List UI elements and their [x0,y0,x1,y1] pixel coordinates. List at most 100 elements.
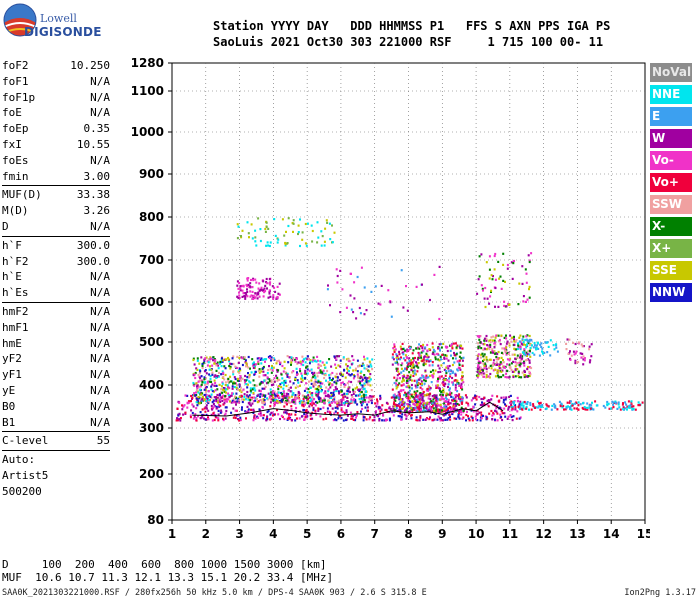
echo-point [328,382,331,385]
echo-point [519,416,522,419]
echo-point [336,379,339,382]
echo-point [227,358,230,361]
echo-point [267,392,270,395]
echo-point [211,390,214,393]
echo-point [210,404,213,408]
echo-point [629,404,632,407]
echo-point [426,409,429,412]
echo-point [352,311,355,314]
echo-point [524,344,527,347]
echo-point [266,397,268,400]
echo-point [482,348,485,351]
echo-point [461,402,463,405]
echo-point [363,383,366,387]
echo-point [358,306,361,310]
echo-point [195,397,198,400]
echo-point [534,406,537,409]
echo-point [395,404,398,407]
echo-point [305,408,308,412]
echo-point [416,406,419,409]
echo-point [205,399,207,402]
echo-point [448,380,451,383]
echo-point [411,410,414,413]
echo-point [502,374,505,377]
echo-point [341,288,344,291]
echo-point [276,400,279,403]
echo-point [371,419,374,422]
echo-point [398,408,401,411]
echo-point [228,386,231,390]
echo-point [462,409,465,412]
echo-point [491,350,494,353]
echo-point [268,365,270,368]
echo-point [334,406,337,409]
echo-point [392,408,395,411]
echo-point [252,419,255,422]
echo-point [508,363,511,366]
echo-point [304,357,307,360]
echo-point [430,381,433,384]
legend-item-voplus: Vo+ [650,173,692,192]
echo-point [328,358,331,361]
echo-point [522,341,525,344]
echo-point [250,223,253,226]
echo-point [448,377,450,380]
echo-point [302,363,305,367]
echo-point [411,408,414,411]
echo-point [466,410,468,413]
echo-point [246,221,249,224]
echo-point [281,364,284,368]
param-row-hmf2: hmF2 N/A [2,304,110,320]
echo-point [238,371,241,375]
echo-point [409,364,412,367]
echo-point [402,306,405,309]
echo-point [217,397,220,400]
echo-point [294,398,297,401]
echo-point [506,263,509,267]
param-value: N/A [90,352,110,366]
echo-point [484,363,487,366]
echo-point [298,417,301,420]
echo-point [476,413,479,416]
echo-point [577,341,580,344]
echo-point [528,296,531,299]
echo-point [303,389,306,392]
echo-point [266,282,269,285]
echo-point [350,373,353,376]
echo-point [398,382,401,385]
echo-point [220,409,223,412]
echo-point [408,392,411,395]
echo-point [346,414,349,417]
echo-point [354,419,357,422]
echo-point [519,406,522,409]
echo-point [183,404,186,407]
echo-point [460,385,463,389]
echo-point [403,374,405,377]
echo-point [517,370,520,373]
y-tick-label: 800 [139,210,164,224]
echo-point [496,374,499,377]
echo-point [350,400,353,403]
echo-point [607,402,610,405]
echo-point [274,398,277,401]
echo-point [270,381,273,384]
echo-point [410,379,413,382]
echo-point [257,362,260,365]
echo-point [589,359,592,362]
echo-point [460,410,462,413]
echo-point [477,365,479,368]
echo-point [232,381,235,384]
echo-point [221,391,224,394]
echo-point [300,372,303,375]
echo-point [258,295,261,298]
echo-point [238,356,241,359]
echo-point [352,390,355,393]
echo-point [207,409,210,412]
echo-point [279,417,281,421]
echo-point [486,360,489,363]
echo-point [339,378,341,382]
echo-point [267,227,270,230]
echo-point [205,406,208,409]
echo-point [344,383,347,386]
echo-point [207,381,209,384]
